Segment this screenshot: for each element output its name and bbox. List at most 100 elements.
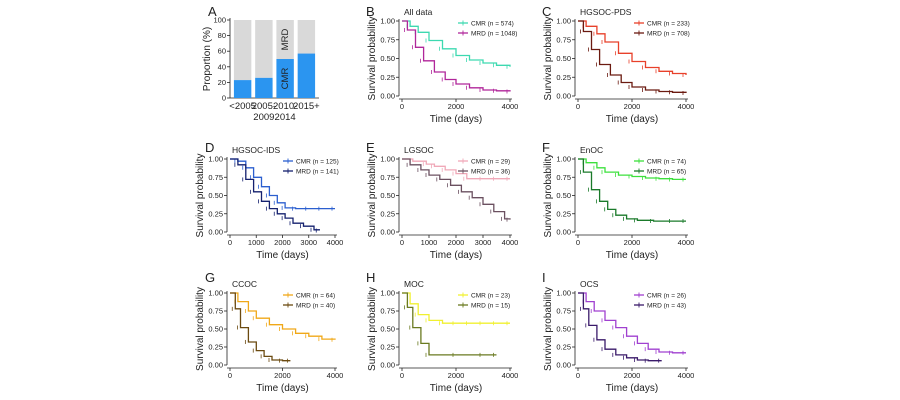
x-tick-label: 4000 [678, 102, 695, 111]
y-tick-label: 1.00 [556, 289, 571, 298]
legend-label: CMR (n = 574) [471, 20, 514, 27]
panel-d: D HGSOC-IDS 0.00 0.25 0.50 0.75 1.00 0 1000 2000 3… [195, 140, 343, 261]
y-tick-label: 0.75 [380, 307, 395, 316]
legend-label: MRD (n = 1048) [471, 30, 517, 37]
y-tick-label: 0.50 [556, 191, 571, 200]
x-tick-label: 0 [400, 238, 404, 247]
y-tick-label: 0.50 [380, 54, 395, 63]
km-curve-cmr [230, 158, 335, 210]
y-tick-label: 1.00 [380, 289, 395, 298]
bar-mrd [233, 20, 252, 81]
km-curve-cmr [578, 20, 687, 75]
panel-b: B All data 0.00 0.25 0.50 0.75 1.00 0 2000 4000 Ti… [366, 4, 518, 125]
y-tick-label: 0.50 [380, 325, 395, 334]
y-tick-label: 0 [222, 94, 226, 103]
x-tick-label: 2014 [275, 112, 296, 123]
legend-label: CMR (n = 26) [647, 292, 686, 299]
x-tick-label: 2000 [624, 371, 641, 380]
km-curve-cmr [578, 292, 686, 354]
km-curve-mrd [578, 292, 662, 362]
panel-f: F EnOC 0.00 0.25 0.50 0.75 1.00 0 2000 4000 Time (… [542, 140, 694, 261]
legend-label: MRD (n = 43) [647, 302, 686, 309]
y-tick-label: 0.00 [556, 361, 571, 370]
km-curve-cmr [578, 158, 686, 181]
legend-label: CMR (n = 64) [296, 292, 335, 299]
x-tick-label: 2005- [252, 101, 276, 112]
x-axis-label: Time (days) [430, 250, 482, 261]
y-tick-label: 0.00 [556, 228, 571, 237]
legend-label: CMR (n = 23) [471, 292, 510, 299]
x-tick-label: 4000 [327, 238, 344, 247]
legend-label: CMR (n = 233) [647, 20, 690, 27]
x-axis-label: Time (days) [256, 383, 308, 394]
y-tick-label: 0.50 [380, 191, 395, 200]
y-tick-label: 1.00 [380, 17, 395, 26]
panel-title: All data [404, 7, 433, 17]
y-tick-label: 1.00 [380, 155, 395, 164]
panel-label: E [366, 140, 375, 155]
bar-cmr [276, 59, 294, 98]
legend-label: MRD (n = 40) [296, 302, 335, 309]
y-axis-label: Survival probability [367, 287, 378, 371]
panel-a: A 0 20 40 60 80 100 <20052005-20092010-20142015… [202, 4, 320, 123]
y-tick-label: 0.25 [208, 209, 223, 218]
y-tick-label: 0.50 [208, 191, 223, 200]
x-tick-label: <2005 [229, 101, 256, 112]
x-tick-label: 4000 [502, 102, 519, 111]
y-tick-label: 0.00 [380, 92, 395, 101]
panel-label: G [205, 270, 215, 285]
panel-e: E LGSOC 0.00 0.25 0.50 0.75 1.00 0 1000 2000 3000 4… [366, 140, 518, 261]
bar-cmr [233, 80, 252, 98]
x-tick-label: 2000 [624, 102, 641, 111]
km-curve-cmr [402, 292, 510, 324]
x-tick-label: 2015+ [293, 101, 320, 112]
y-tick-label: 0.00 [208, 228, 223, 237]
x-tick-label: 0 [228, 238, 232, 247]
y-tick-label: 0.25 [556, 209, 571, 218]
legend-label: MRD (n = 15) [471, 302, 510, 309]
x-axis-label: Time (days) [606, 114, 658, 125]
x-tick-label: 2000 [448, 238, 465, 247]
y-tick-label: 0.25 [556, 73, 571, 82]
y-tick-label: 100 [213, 16, 226, 25]
bar-mrd [255, 20, 273, 78]
y-tick-label: 0.00 [556, 92, 571, 101]
panel-label: A [208, 4, 217, 19]
y-axis-label: Proportion (%) [202, 27, 213, 91]
panel-label: F [542, 140, 550, 155]
y-tick-label: 0.75 [208, 307, 223, 316]
x-axis-label: Time (days) [430, 383, 482, 394]
panel-label: H [366, 270, 375, 285]
panel-h: H MOC 0.00 0.25 0.50 0.75 1.00 0 2000 4000 Time (d… [366, 270, 518, 394]
y-axis-label: Survival probability [195, 287, 206, 371]
panel-label: D [205, 140, 214, 155]
y-tick-label: 0.25 [380, 73, 395, 82]
km-curve-mrd [230, 292, 291, 362]
annotation-cmr: CMR [280, 68, 291, 90]
x-tick-label: 2000 [448, 102, 465, 111]
panel-label: C [542, 4, 551, 19]
bar-cmr [297, 53, 316, 98]
y-tick-label: 80 [218, 31, 226, 40]
y-axis-label: Survival probability [195, 154, 206, 238]
panel-title: MOC [404, 279, 424, 289]
x-tick-label: 0 [228, 371, 232, 380]
x-axis-label: Time (days) [606, 383, 658, 394]
y-tick-label: 1.00 [556, 17, 571, 26]
bar-cmr [255, 77, 273, 98]
panel-label: B [366, 4, 375, 19]
panel-i: I OCS 0.00 0.25 0.50 0.75 1.00 0 2000 4000 Time (d… [542, 270, 694, 394]
x-tick-label: 0 [576, 102, 580, 111]
panel-title: OCS [580, 279, 599, 289]
x-tick-label: 2000 [624, 238, 641, 247]
x-axis-label: Time (days) [430, 114, 482, 125]
x-tick-label: 4000 [502, 371, 519, 380]
y-tick-label: 0.75 [380, 35, 395, 44]
y-tick-label: 0.50 [556, 325, 571, 334]
x-tick-label: 3000 [475, 238, 492, 247]
x-tick-label: 1000 [248, 238, 265, 247]
panel-title: HGSOC-PDS [580, 7, 632, 17]
y-axis-label: Survival probability [543, 287, 554, 371]
y-tick-label: 1.00 [556, 155, 571, 164]
km-curve-cmr [402, 20, 511, 67]
